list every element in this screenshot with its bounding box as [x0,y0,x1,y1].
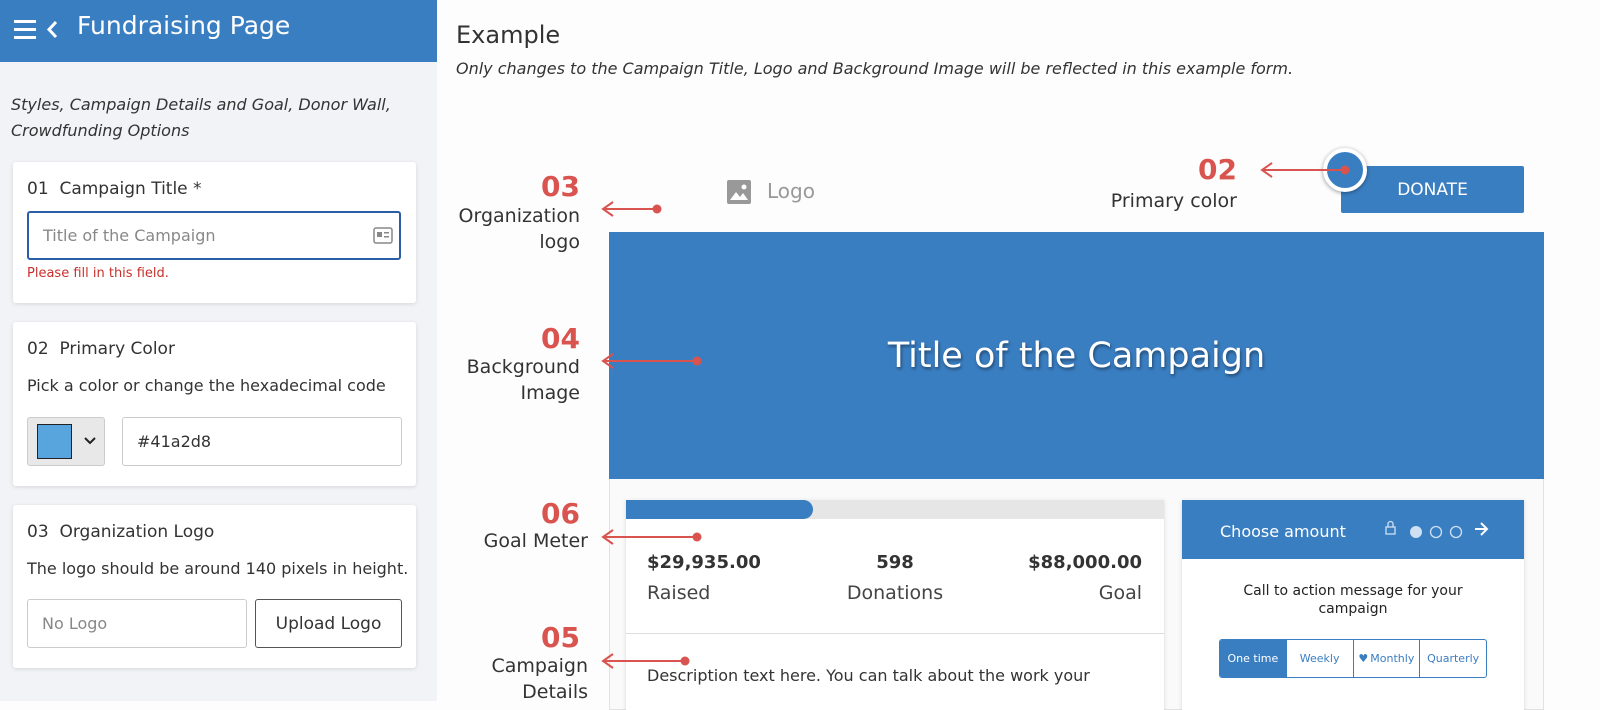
example-title: Example [456,21,561,49]
section-heading: 01 Campaign Title * [27,179,202,199]
arrow-head [601,653,614,669]
header-icons[interactable] [12,18,72,44]
example-subtitle: Only changes to the Campaign Title, Logo… [456,59,1294,78]
annotation-number: 04 [541,322,580,355]
header: Fundraising Page [0,0,437,62]
stat-value: 598 [876,552,914,573]
arrow-head [1260,162,1273,178]
arrow-head [601,353,614,369]
divider [626,633,1164,634]
sidebar-intro: Styles, Campaign Details and Goal, Donor… [11,95,391,140]
header-title: Fundraising Page [77,11,291,40]
banner-title: Title of the Campaign [887,335,1266,376]
annotation-label: Goal Meter [483,530,588,552]
annotation-label: Organization logo [458,205,580,253]
donate-label: DONATE [1397,179,1468,200]
goal-meter-fill [626,500,813,519]
section-title: Campaign Title * [59,179,202,199]
upload-button[interactable]: Upload Logo [255,599,402,648]
description: Description text here. You can talk abou… [647,666,1090,685]
frequency-option[interactable]: Weekly [1285,640,1353,677]
arrow-dot [1340,165,1350,175]
arrow-head [601,201,614,217]
section-description: The logo should be around 140 pixels in … [27,559,409,578]
annotation-number: 06 [541,497,580,530]
hex-input[interactable]: #41a2d8 [122,417,402,466]
frequency-selector[interactable]: One time Weekly ♥ Monthly Quarterly [1219,639,1487,678]
logo-placeholder: Logo [767,179,815,203]
arrow-dot [692,532,702,542]
heart-icon: ♥ [1358,652,1369,665]
widget-title: Choose amount [1220,522,1346,541]
input-icon [373,227,393,244]
error-message: Please fill in this field. [27,266,169,281]
frequency-label: Weekly [1299,652,1340,665]
annotation-label: Background Image [466,356,580,404]
stat-label: Raised [647,582,711,604]
frequency-option[interactable]: ♥ Monthly [1352,640,1420,677]
frequency-option[interactable]: Quarterly [1419,640,1486,677]
arrow-dot [652,204,662,214]
text-input[interactable]: Title of the Campaign [27,211,401,260]
placeholder: Title of the Campaign [43,226,216,245]
color-swatch [37,424,72,459]
goal-card: $29,935.00 Raised 598 Donations $88,000.… [626,500,1164,710]
stat-label: Goal [1098,582,1142,604]
placeholder: No Logo [42,614,108,633]
section-card: 03 Organization Logo The logo should be … [13,505,416,668]
frequency-label: Monthly [1370,652,1415,665]
section-title: Organization Logo [59,522,215,542]
color-picker[interactable] [27,417,105,466]
section-card: 02 Primary Color Pick a color or change … [13,322,416,486]
donate-button[interactable]: DONATE [1341,166,1524,213]
arrow-dot [680,656,690,666]
arrow-head [601,529,614,545]
section-card: 01 Campaign Title * Title of the Campaig… [13,162,416,303]
goal-meter [626,500,1164,519]
logo-icon [727,180,751,204]
frequency-label: One time [1227,652,1279,665]
chevron [84,437,96,445]
donation-widget: Choose amount Call to action message for… [1182,500,1524,710]
hex-value: #41a2d8 [137,432,212,451]
annotation-number: 02 [1198,153,1237,186]
widget-header: Choose amount [1182,500,1524,559]
widget-steps [1385,520,1489,539]
frequency-option[interactable]: One time [1220,640,1286,677]
annotation-number: 03 [541,170,580,203]
annotation-label: Campaign Details [491,655,588,703]
button-label: Upload Logo [275,613,382,634]
cta-message: Call to action message for your campaign [1243,583,1463,617]
section-number: 01 [27,179,49,199]
stat-value: $29,935.00 [647,552,761,573]
stat-label: Donations [846,582,944,604]
banner: Title of the Campaign [609,232,1544,479]
section-heading: 03 Organization Logo [27,522,214,542]
logo-input[interactable]: No Logo [27,599,247,648]
section-number: 02 [27,339,49,359]
section-heading: 02 Primary Color [27,339,175,359]
stat-value: $88,000.00 [1028,552,1142,573]
section-description: Pick a color or change the hexadecimal c… [27,376,386,395]
section-number: 03 [27,522,49,542]
annotation-label: Primary color [1110,190,1237,212]
frequency-label: Quarterly [1427,652,1480,665]
annotation-number: 05 [541,621,580,654]
section-title: Primary Color [59,339,175,359]
arrow-dot [692,356,702,366]
